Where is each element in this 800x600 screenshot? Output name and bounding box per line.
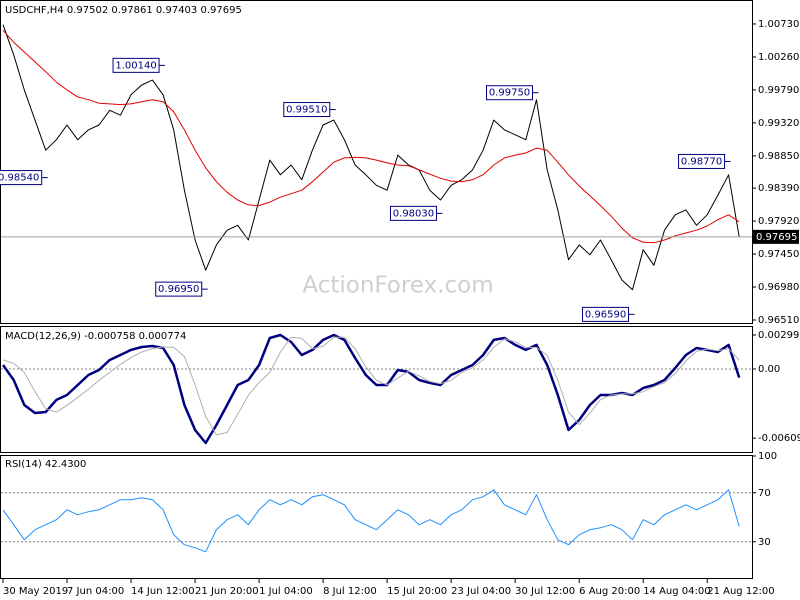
rsi-header: RSI(14) 42.4300: [5, 459, 86, 470]
annotation-label: 1.00140: [115, 60, 156, 71]
y-tick-label: 30: [758, 537, 771, 548]
x-tick-label: 6 Aug 20:00: [579, 586, 640, 597]
annotation-box: [112, 57, 160, 73]
x-tick-label: 30 May 2019: [3, 586, 68, 597]
x-tick-label: 23 Jul 04:00: [451, 586, 511, 597]
y-tick-label: 0.97450: [758, 249, 799, 260]
x-tick-label: 8 Jul 12:00: [323, 586, 377, 597]
annotation-label: 0.99750: [489, 88, 530, 99]
series-line: [2, 489, 740, 553]
x-tick-label: 14 Jun 12:00: [131, 586, 195, 597]
x-tick-label: 30 Jul 12:00: [515, 586, 575, 597]
annotation-label: 0.96590: [585, 309, 626, 320]
y-tick-label: 1.00260: [758, 52, 799, 63]
y-tick-label: 0.002998: [758, 330, 800, 341]
series-line: [2, 29, 740, 244]
y-tick-label: -0.006097: [758, 433, 800, 444]
annotation-label: 0.98770: [681, 156, 722, 167]
x-tick-label: 7 Jun 04:00: [67, 586, 124, 597]
y-tick-label: 0.99320: [758, 118, 799, 129]
current-price-box: [752, 229, 799, 244]
y-tick-label: 1.00730: [758, 19, 799, 30]
rsi-panel: [0, 455, 753, 579]
y-tick-label: 0.00: [758, 364, 780, 375]
series-line: [2, 336, 740, 436]
current-price-label: 0.97695: [756, 232, 797, 243]
annotation-label: 0.96950: [158, 284, 199, 295]
annotation-box: [283, 102, 331, 118]
y-tick-label: 70: [758, 488, 771, 499]
y-tick-label: 0.96980: [758, 282, 799, 293]
x-tick-label: 21 Aug 12:00: [707, 586, 774, 597]
macd-panel: [0, 326, 753, 453]
macd-header: MACD(12,26,9) -0.000758 0.000774: [5, 331, 186, 342]
annotation-label: 0.98540: [0, 173, 39, 184]
y-tick-label: 0.96510: [758, 315, 799, 326]
y-tick-label: 100: [758, 451, 777, 462]
annotation-box: [0, 170, 43, 186]
annotation-box: [486, 85, 533, 101]
annotation-box: [389, 205, 437, 221]
series-line: [2, 24, 740, 291]
annotation-box: [582, 306, 630, 322]
y-tick-label: 0.99790: [758, 85, 799, 96]
annotation-box: [155, 281, 203, 297]
watermark: ActionForex.com: [302, 273, 493, 299]
x-tick-label: 15 Jul 20:00: [387, 586, 447, 597]
annotation-box: [678, 153, 726, 169]
y-tick-label: 0.98390: [758, 183, 799, 194]
annotation-label: 0.98030: [393, 208, 434, 219]
y-tick-label: 0.98850: [758, 151, 799, 162]
price-panel: [0, 0, 753, 324]
series-line: [1, 333, 741, 445]
x-tick-label: 1 Jul 04:00: [259, 586, 313, 597]
annotation-label: 0.99510: [286, 105, 327, 116]
x-tick-label: 14 Aug 04:00: [643, 586, 710, 597]
price-header: USDCHF,H4 0.97502 0.97861 0.97403 0.9769…: [5, 5, 242, 16]
x-tick-label: 21 Jun 20:00: [195, 586, 259, 597]
y-tick-label: 0.97920: [758, 216, 799, 227]
